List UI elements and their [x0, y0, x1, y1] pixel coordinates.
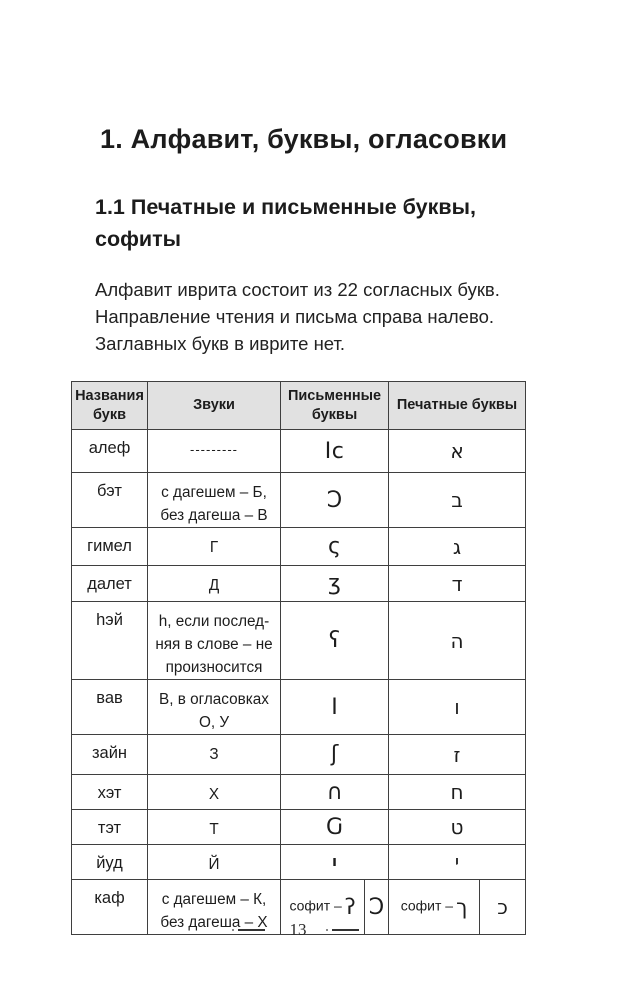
letter-name-cell: алеф: [71, 429, 148, 473]
sound-cell: Х: [147, 774, 281, 810]
sound-cell: З: [147, 734, 281, 775]
cursive-letter-cell: ς: [279, 527, 390, 566]
cursive-letter-cell: ʒ: [279, 565, 390, 602]
table-row-hey: hэй h, если послед- няя в слове – не про…: [71, 601, 527, 680]
page-footer: 13: [71, 920, 525, 940]
print-sofit-cell: софит – ך: [388, 879, 481, 935]
table-row-gimel: гимел Г ς ג: [71, 527, 527, 566]
section-title: 1.1 Печатные и письменные буквы, софиты: [95, 195, 476, 251]
letter-name-cell: йуд: [71, 844, 148, 880]
intro-line-2: Направление чтения и письма справа налев…: [95, 306, 495, 327]
intro-line-1: Алфавит иврита состоит из 22 согласных б…: [95, 279, 500, 300]
col-header-print-letters: Печатные буквы: [388, 381, 527, 430]
cursive-letter-cell: Ԍ: [279, 809, 390, 845]
sound-cell: ---------: [147, 429, 281, 473]
print-sofit-label: софит –: [400, 897, 454, 914]
sound-cell: Т: [147, 809, 281, 845]
letter-name-cell: каф: [71, 879, 148, 935]
page-number: 13: [289, 920, 307, 939]
print-sofit-glyph: ך: [456, 895, 468, 919]
table-row-tet: тэт Т Ԍ ט: [71, 809, 527, 845]
footer-rule-right: [325, 929, 359, 931]
sound-cell: h, если послед- няя в слове – не произно…: [147, 601, 281, 680]
letter-name-cell: бэт: [71, 472, 148, 528]
letter-name-cell: вав: [71, 679, 148, 735]
letter-name-cell: hэй: [71, 601, 148, 680]
print-letter-cell: ד: [388, 565, 527, 602]
print-letter-cell: א: [388, 429, 527, 473]
table-row-alef: алеф --------- Ic א: [71, 429, 527, 473]
cursive-letter-cell: ʃ: [279, 734, 390, 775]
print-letter-cell: ה: [388, 601, 527, 680]
print-letter-cell: ח: [388, 774, 527, 810]
table-row-zayin: зайн З ʃ ז: [71, 734, 527, 775]
table-row-vav: вав В, в огласовках О, У I ו: [71, 679, 527, 735]
print-letter-cell: ז: [388, 734, 527, 775]
cursive-letter-cell: ʕ: [279, 601, 390, 680]
sound-cell: с дагешем – Б, без дагеша – В: [147, 472, 281, 528]
letter-name-cell: хэт: [71, 774, 148, 810]
sound-cell: Г: [147, 527, 281, 566]
sound-cell: с дагешем – К, без дагеша – Х: [147, 879, 281, 935]
col-header-letter-names: Названия букв: [71, 381, 148, 430]
cursive-letter-cell: Ɔ: [363, 879, 390, 935]
print-letter-cell: כ: [479, 879, 527, 935]
col-header-sounds: Звуки: [147, 381, 281, 430]
table-row-khet: хэт Х ∩ ח: [71, 774, 527, 810]
col-header-cursive-letters: Письменные буквы: [279, 381, 390, 430]
print-letter-cell: ט: [388, 809, 527, 845]
table-row-dalet: далет Д ʒ ד: [71, 565, 527, 602]
print-letter-cell: י: [388, 844, 527, 880]
table-row-bet: бэт с дагешем – Б, без дагеша – В Ɔ ב: [71, 472, 527, 528]
letter-name-cell: тэт: [71, 809, 148, 845]
cursive-letter-cell: Ɔ: [279, 472, 390, 528]
table-row-yud: йуд Й ı י: [71, 844, 527, 880]
footer-rule-left: [231, 929, 265, 931]
cursive-letter-cell: Ic: [279, 429, 390, 473]
intro-line-3: Заглавных букв в иврите нет.: [95, 333, 346, 354]
letter-name-cell: зайн: [71, 734, 148, 775]
sound-cell: Д: [147, 565, 281, 602]
sound-cell: Й: [147, 844, 281, 880]
cursive-sofit-glyph: ʔ: [344, 895, 356, 919]
header-row: Названия букв Звуки Письменные буквы Печ…: [71, 381, 527, 430]
alphabet-table: Названия букв Звуки Письменные буквы Печ…: [71, 381, 527, 935]
cursive-letter-cell: I: [279, 679, 390, 735]
cursive-sofit-label: софит –: [289, 897, 342, 914]
chapter-title: 1. Алфавит, буквы, огласовки: [100, 124, 508, 154]
sound-cell: В, в огласовках О, У: [147, 679, 281, 735]
letter-name-cell: гимел: [71, 527, 148, 566]
letter-name-cell: далет: [71, 565, 148, 602]
table-row-kaf: каф с дагешем – К, без дагеша – Х софит …: [71, 879, 527, 935]
cursive-letter-cell: ∩: [279, 774, 390, 810]
intro-paragraph: Алфавит иврита состоит из 22 согласных б…: [95, 276, 500, 357]
cursive-letter-cell: ı: [279, 844, 390, 880]
cursive-sofit-cell: софит – ʔ: [280, 879, 365, 935]
print-letter-cell: ב: [388, 472, 527, 528]
print-letter-cell: ו: [388, 679, 527, 735]
print-letter-cell: ג: [388, 527, 527, 566]
